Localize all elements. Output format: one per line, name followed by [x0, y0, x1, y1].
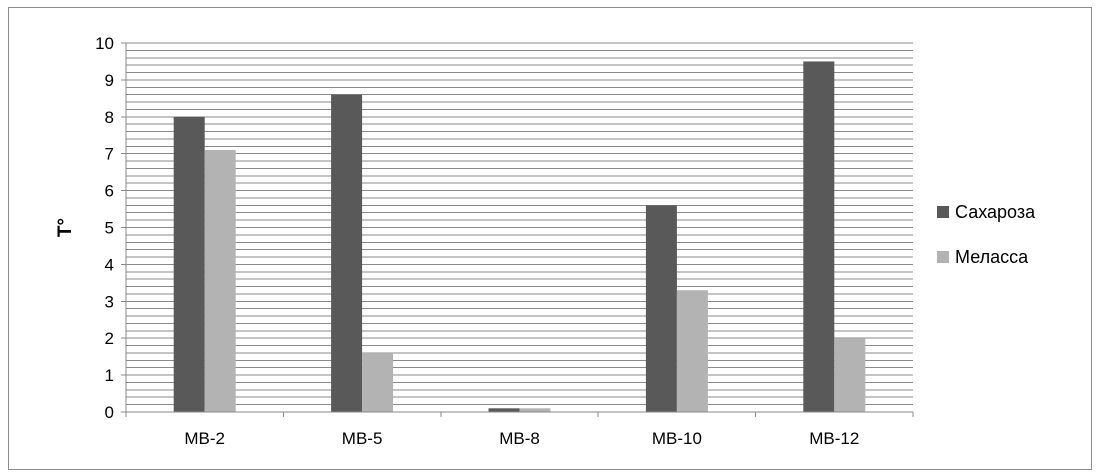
grid-lines: [126, 42, 913, 406]
bar-chart: 0 1 2 3 4 5 6 7 8 9 10 МВ-2 МВ-5 МВ-8 МВ-10 МВ-12 T° С…: [55, 34, 1036, 448]
y-tick-label: 6: [105, 182, 114, 201]
y-axis-label: T°: [55, 218, 76, 237]
bar-molasses: [204, 150, 236, 412]
y-tick-label: 9: [105, 71, 114, 90]
y-tick-label: 2: [105, 329, 114, 348]
legend-swatch: [937, 206, 949, 218]
bar-molasses: [519, 408, 551, 412]
legend-label: Сахароза: [955, 202, 1036, 222]
x-tick-labels: МВ-2 МВ-5 МВ-8 МВ-10 МВ-12: [184, 429, 859, 448]
y-tick-label: 8: [105, 108, 114, 127]
x-tick-label: МВ-2: [184, 429, 225, 448]
x-tick-label: МВ-5: [342, 429, 383, 448]
y-tick-label: 0: [105, 403, 114, 422]
bar-molasses: [834, 338, 866, 412]
x-tick-label: МВ-10: [652, 429, 702, 448]
legend-label: Меласса: [955, 247, 1029, 267]
x-tick-label: МВ-12: [809, 429, 859, 448]
bar-sucrose: [645, 205, 677, 412]
legend: Сахароза Меласса: [937, 202, 1036, 267]
bar-sucrose: [331, 94, 363, 412]
y-tick-label: 4: [105, 255, 114, 274]
bar-sucrose: [803, 61, 835, 412]
legend-swatch: [937, 251, 949, 263]
y-tick-label: 3: [105, 292, 114, 311]
axes: [121, 42, 914, 417]
y-tick-label: 1: [105, 366, 114, 385]
y-tick-labels: 0 1 2 3 4 5 6 7 8 9 10: [95, 34, 114, 422]
bar-molasses: [362, 352, 394, 412]
bar-sucrose: [173, 116, 205, 413]
x-tick-label: МВ-8: [499, 429, 540, 448]
bars: [173, 61, 866, 413]
bar-sucrose: [488, 408, 520, 412]
y-tick-label: 5: [105, 219, 114, 238]
y-tick-label: 7: [105, 145, 114, 164]
y-tick-label: 10: [95, 34, 114, 53]
bar-molasses: [676, 290, 708, 412]
chart-frame: 0 1 2 3 4 5 6 7 8 9 10 МВ-2 МВ-5 МВ-8 МВ-10 МВ-12 T° С…: [8, 7, 1092, 470]
